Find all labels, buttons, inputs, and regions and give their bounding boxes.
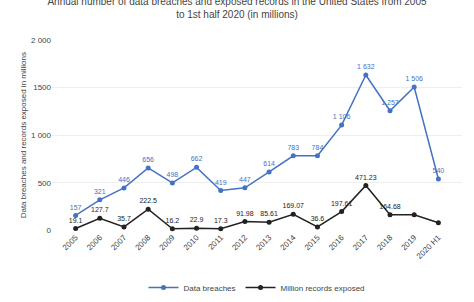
svg-text:1 506: 1 506 bbox=[405, 75, 423, 82]
svg-text:0: 0 bbox=[47, 226, 52, 235]
svg-text:22.9: 22.9 bbox=[190, 216, 204, 223]
svg-text:783: 783 bbox=[287, 144, 299, 151]
svg-text:Million records exposed: Million records exposed bbox=[281, 284, 365, 293]
svg-text:1 106: 1 106 bbox=[333, 113, 351, 120]
svg-text:1 257: 1 257 bbox=[381, 99, 399, 106]
svg-text:36.6: 36.6 bbox=[311, 215, 325, 222]
svg-text:656: 656 bbox=[142, 156, 154, 163]
svg-text:1 632: 1 632 bbox=[357, 63, 375, 70]
svg-text:19.1: 19.1 bbox=[69, 217, 83, 224]
svg-text:2008: 2008 bbox=[133, 233, 152, 252]
svg-text:446: 446 bbox=[118, 176, 130, 183]
svg-text:2005: 2005 bbox=[61, 233, 80, 252]
svg-text:Data breaches and records expo: Data breaches and records exposed in mil… bbox=[19, 52, 28, 218]
svg-text:2007: 2007 bbox=[109, 233, 128, 252]
svg-text:169.07: 169.07 bbox=[283, 202, 305, 209]
svg-text:Data breaches: Data breaches bbox=[184, 284, 236, 293]
svg-text:16.2: 16.2 bbox=[166, 217, 180, 224]
svg-text:2012: 2012 bbox=[230, 233, 249, 252]
svg-text:2017: 2017 bbox=[351, 233, 370, 252]
svg-text:2010: 2010 bbox=[182, 233, 201, 252]
svg-text:197.61: 197.61 bbox=[331, 200, 353, 207]
svg-text:2 000: 2 000 bbox=[31, 36, 52, 45]
svg-text:2014: 2014 bbox=[279, 233, 298, 252]
svg-text:447: 447 bbox=[239, 176, 251, 183]
svg-text:784: 784 bbox=[312, 144, 324, 151]
svg-text:540: 540 bbox=[433, 167, 445, 174]
svg-text:2009: 2009 bbox=[158, 233, 177, 252]
svg-text:85.61: 85.61 bbox=[260, 210, 278, 217]
svg-text:1500: 1500 bbox=[33, 83, 51, 92]
svg-text:500: 500 bbox=[38, 179, 52, 188]
svg-text:164.68: 164.68 bbox=[379, 203, 401, 210]
svg-text:2006: 2006 bbox=[85, 233, 104, 252]
svg-text:662: 662 bbox=[191, 155, 203, 162]
svg-text:35.7: 35.7 bbox=[117, 215, 131, 222]
svg-text:614: 614 bbox=[263, 160, 275, 167]
svg-text:Annual number of data breaches: Annual number of data breaches and expos… bbox=[47, 0, 427, 20]
svg-text:91.98: 91.98 bbox=[236, 210, 254, 217]
svg-text:2013: 2013 bbox=[254, 233, 273, 252]
svg-text:222.5: 222.5 bbox=[139, 197, 157, 204]
svg-text:2015: 2015 bbox=[303, 233, 322, 252]
svg-text:2011: 2011 bbox=[206, 233, 225, 252]
svg-text:419: 419 bbox=[215, 179, 227, 186]
svg-text:2020 H1: 2020 H1 bbox=[415, 233, 443, 261]
svg-text:2019: 2019 bbox=[399, 233, 418, 252]
svg-text:1 000: 1 000 bbox=[31, 131, 52, 140]
svg-text:498: 498 bbox=[167, 171, 179, 178]
svg-text:471.23: 471.23 bbox=[355, 174, 377, 181]
svg-text:17.3: 17.3 bbox=[214, 217, 228, 224]
svg-text:127.7: 127.7 bbox=[91, 206, 109, 213]
svg-text:2018: 2018 bbox=[375, 233, 394, 252]
svg-text:157: 157 bbox=[70, 204, 82, 211]
svg-text:321: 321 bbox=[94, 188, 106, 195]
svg-text:2016: 2016 bbox=[327, 233, 346, 252]
